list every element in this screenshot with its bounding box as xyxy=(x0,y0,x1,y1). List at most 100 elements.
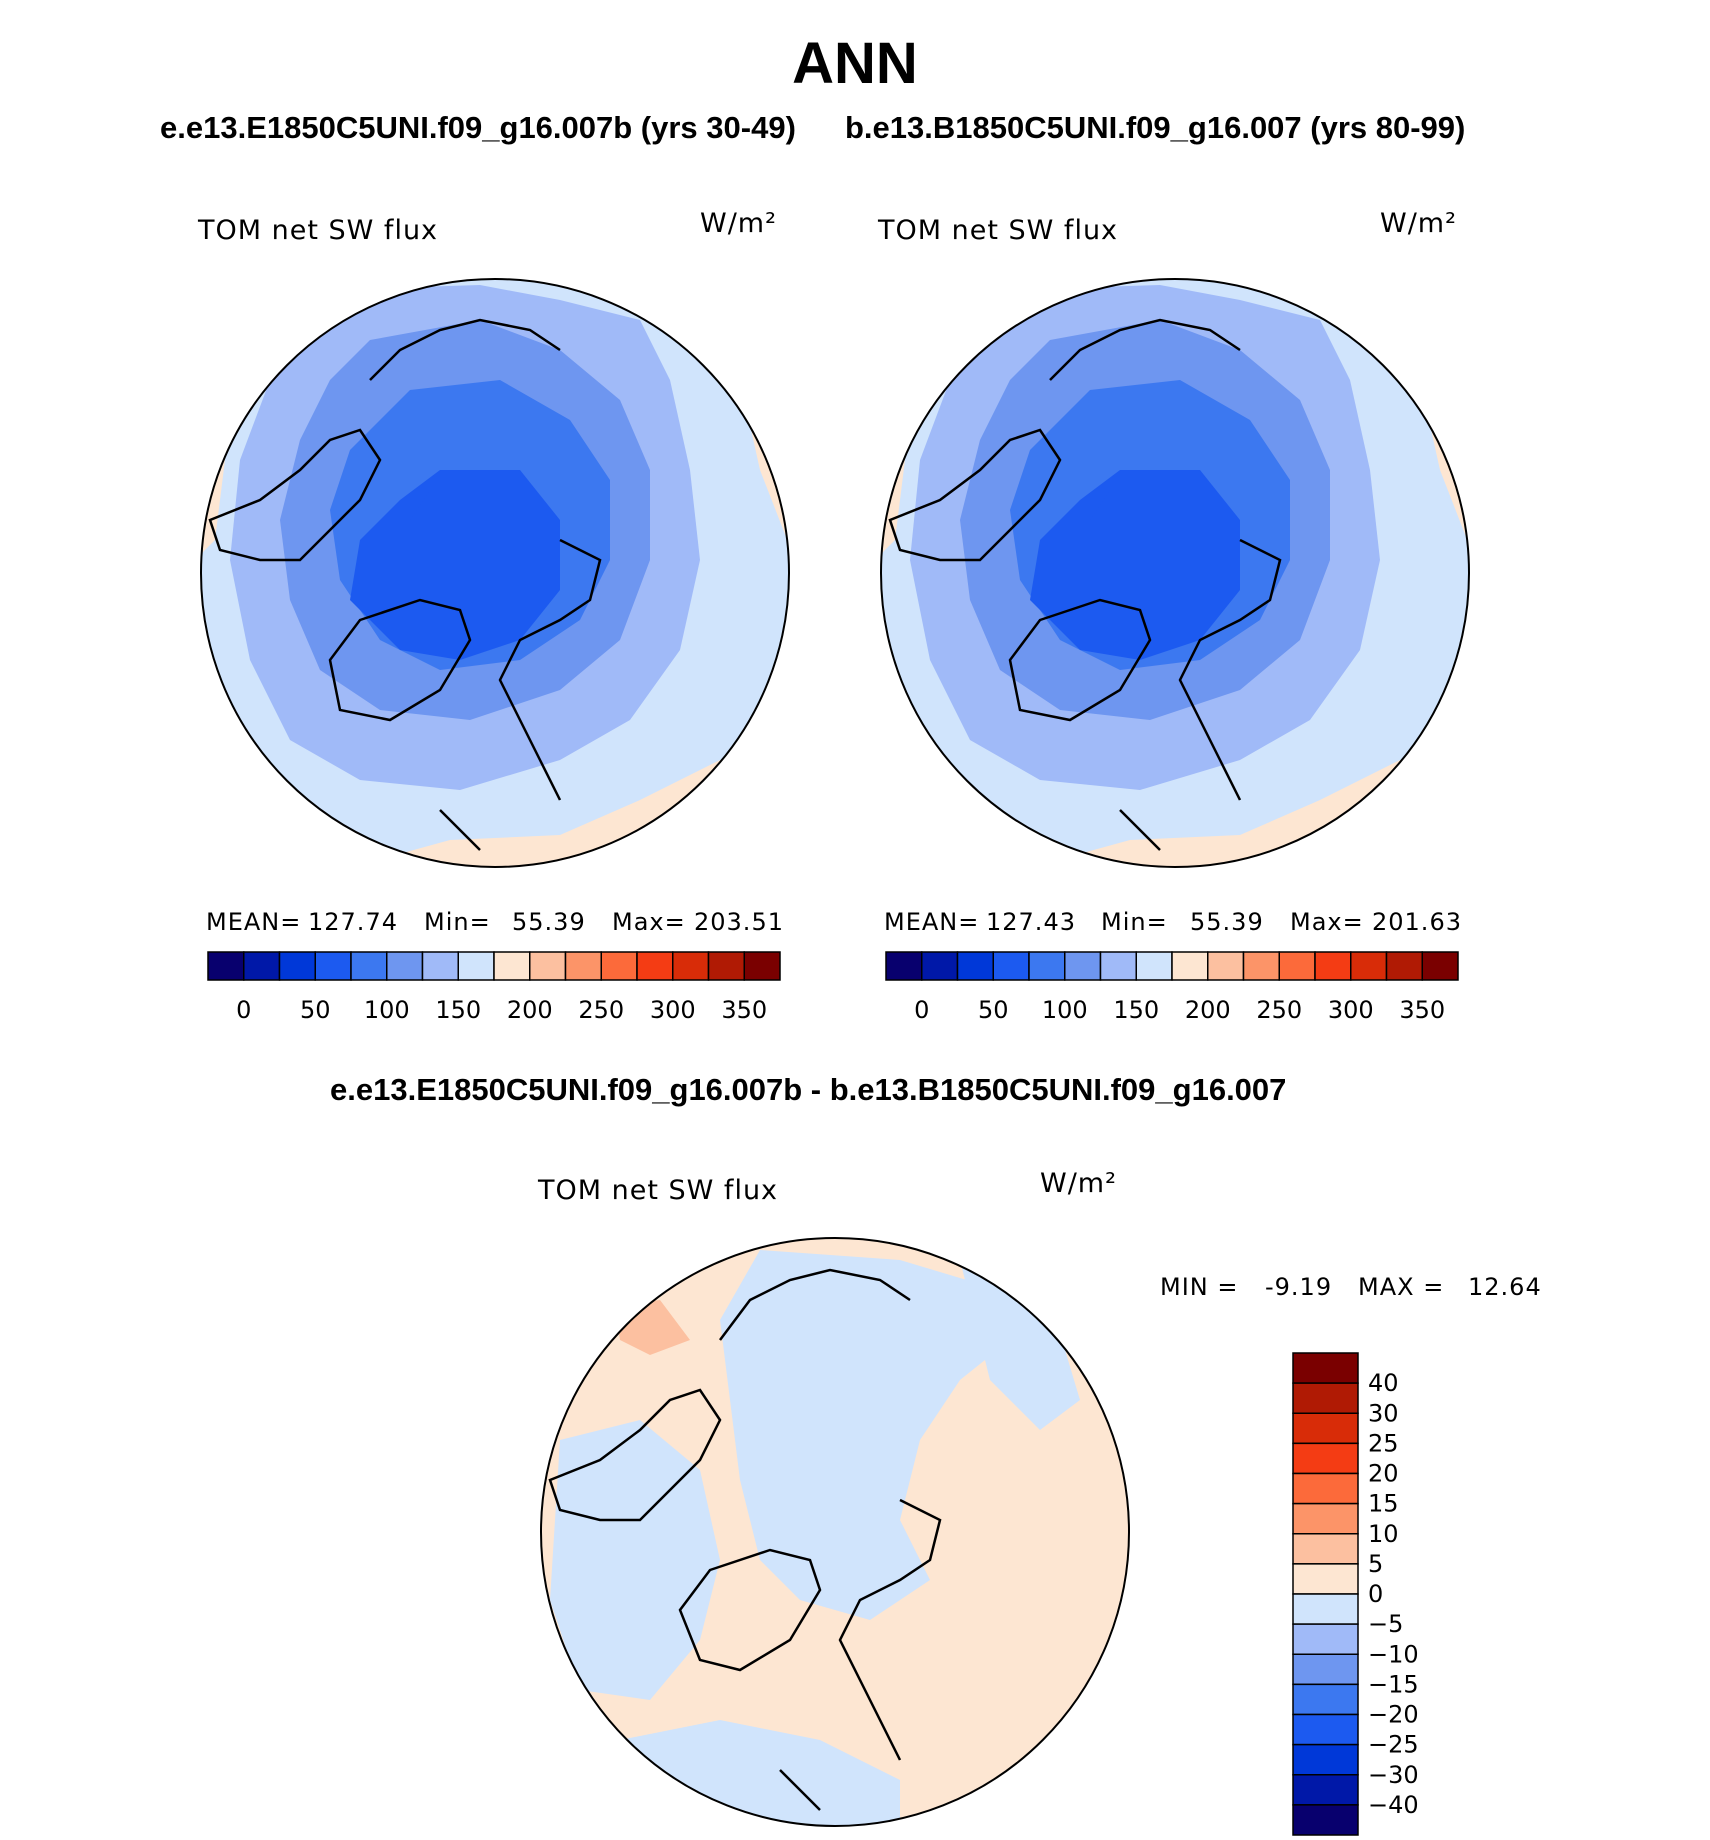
left-min-value: 55.39 xyxy=(512,908,586,936)
diff-colorbar-swatch xyxy=(1292,1593,1359,1625)
right-polar-map xyxy=(880,278,1470,868)
diff-colorbar-swatch xyxy=(1292,1623,1359,1655)
difference-title: e.e13.E1850C5UNI.f09_g16.007b - b.e13.B1… xyxy=(330,1072,1287,1107)
left-colorbar-swatch xyxy=(600,951,638,981)
diff-colorbar-tick-label: −25 xyxy=(1368,1731,1419,1759)
diff-colorbar-tick-label: −40 xyxy=(1368,1791,1419,1819)
left-colorbar-swatch xyxy=(529,951,567,981)
left-scandinavia-coast xyxy=(498,538,602,801)
left-colorbar-swatch xyxy=(707,951,745,981)
left-colorbar-tick-label: 350 xyxy=(721,996,767,1024)
right-units-label: W/m² xyxy=(1380,208,1457,239)
right-colorbar-swatch xyxy=(1385,951,1423,981)
right-colorbar-swatch xyxy=(1421,951,1459,981)
left-colorbar-tick-label: 50 xyxy=(300,996,331,1024)
right-mean-label: MEAN= xyxy=(884,908,980,936)
right-colorbar-swatch xyxy=(992,951,1030,981)
right-colorbar-swatch xyxy=(1099,951,1137,981)
diff-colorbar-tick-label: 5 xyxy=(1368,1550,1383,1578)
left-colorbar-swatch xyxy=(243,951,281,981)
left-colorbar-swatch xyxy=(743,951,781,981)
right-max-label: Max= xyxy=(1290,908,1364,936)
diff-colorbar-swatch xyxy=(1292,1804,1359,1836)
right-colorbar-swatch xyxy=(1171,951,1209,981)
right-variable-label: TOM net SW flux xyxy=(878,215,1119,246)
right-colorbar-tick-label: 150 xyxy=(1113,996,1159,1024)
diff-siberia-coast xyxy=(719,1268,911,1341)
diff-colorbar-tick-label: −30 xyxy=(1368,1761,1419,1789)
diff-min-value: -9.19 xyxy=(1265,1273,1333,1301)
diff-map-arctic-negative xyxy=(720,1250,1010,1620)
left-canada-coast xyxy=(208,428,382,562)
diff-colorbar-tick-label: 15 xyxy=(1368,1490,1399,1518)
diff-map-border xyxy=(540,1237,1130,1827)
right-colorbar-swatch xyxy=(956,951,994,981)
diff-min-label: MIN = xyxy=(1160,1273,1239,1301)
left-colorbar-swatch xyxy=(314,951,352,981)
left-mean-value: 127.74 xyxy=(308,908,398,936)
right-min-label: Min= xyxy=(1101,908,1168,936)
diff-canada-coast xyxy=(548,1388,722,1522)
diff-colorbar-swatch xyxy=(1292,1442,1359,1475)
diff-map-canada-negative xyxy=(550,1420,720,1700)
right-colorbar: 0 50 100 150 200 250 300 350 xyxy=(885,951,1459,1024)
right-colorbar-swatch xyxy=(885,951,923,981)
diff-colorbar-swatch xyxy=(1292,1774,1359,1806)
right-colorbar-swatch xyxy=(1135,951,1173,981)
right-colorbar-swatch xyxy=(921,951,959,981)
left-colorbar-swatch xyxy=(672,951,710,981)
left-uk-coast xyxy=(439,809,481,851)
left-colorbar-swatch xyxy=(493,951,531,981)
left-colorbar-tick-label: 200 xyxy=(507,996,553,1024)
diff-colorbar-tick-label: 10 xyxy=(1368,1520,1399,1548)
right-colorbar-tick-label: 100 xyxy=(1042,996,1088,1024)
right-colorbar-swatch xyxy=(1207,951,1245,981)
right-colorbar-tick-label: 250 xyxy=(1256,996,1302,1024)
diff-greenland-coast xyxy=(678,1548,822,1672)
diff-colorbar-swatch xyxy=(1292,1412,1359,1445)
left-variable-label: TOM net SW flux xyxy=(198,215,439,246)
right-canada-coast xyxy=(888,428,1062,562)
left-map-core xyxy=(400,490,550,630)
left-colorbar: 0 50 100 150 200 250 300 350 xyxy=(207,951,781,1024)
right-greenland-coast xyxy=(1008,598,1152,722)
diff-colorbar-swatch xyxy=(1292,1743,1359,1776)
left-colorbar-swatch xyxy=(457,951,495,981)
right-colorbar-tick-label: 200 xyxy=(1185,996,1231,1024)
right-colorbar-tick-label: 300 xyxy=(1328,996,1374,1024)
right-siberia-coast xyxy=(1049,318,1241,381)
right-colorbar-tick-label: 50 xyxy=(978,996,1009,1024)
left-mean-label: MEAN= xyxy=(206,908,302,936)
diff-uk-coast xyxy=(779,1769,821,1811)
right-min-value: 55.39 xyxy=(1190,908,1264,936)
right-colorbar-swatch xyxy=(1314,951,1352,981)
left-polar-map xyxy=(200,278,790,868)
diff-colorbar-swatch xyxy=(1292,1352,1359,1384)
diff-max-label: MAX = xyxy=(1358,1273,1445,1301)
right-case-title: b.e13.B1850C5UNI.f09_g16.007 (yrs 80-99) xyxy=(845,110,1466,145)
diff-colorbar-tick-label: −10 xyxy=(1368,1640,1419,1668)
diff-colorbar-swatch xyxy=(1292,1653,1359,1686)
left-max-label: Max= xyxy=(612,908,686,936)
diff-colorbar-tick-label: 20 xyxy=(1368,1460,1399,1488)
left-units-label: W/m² xyxy=(700,208,777,239)
left-max-value: 203.51 xyxy=(694,908,784,936)
diff-colorbar-swatch xyxy=(1292,1683,1359,1716)
left-colorbar-swatch xyxy=(350,951,388,981)
difference-polar-map xyxy=(540,1237,1130,1827)
diff-colorbar-tick-label: 30 xyxy=(1368,1399,1399,1427)
diff-colorbar-tick-label: −15 xyxy=(1368,1670,1419,1698)
right-scandinavia-coast xyxy=(1178,538,1282,801)
diff-units-label: W/m² xyxy=(1040,1168,1117,1199)
left-colorbar-tick-label: 150 xyxy=(435,996,481,1024)
main-title: ANN xyxy=(792,31,918,96)
diff-colorbar-tick-label: −20 xyxy=(1368,1701,1419,1729)
left-case-title: e.e13.E1850C5UNI.f09_g16.007b (yrs 30-49… xyxy=(160,110,796,145)
left-colorbar-tick-label: 300 xyxy=(650,996,696,1024)
left-colorbar-tick-label: 100 xyxy=(364,996,410,1024)
left-siberia-coast xyxy=(369,318,561,381)
left-colorbar-swatch xyxy=(207,951,245,981)
left-colorbar-tick-label: 0 xyxy=(236,996,251,1024)
